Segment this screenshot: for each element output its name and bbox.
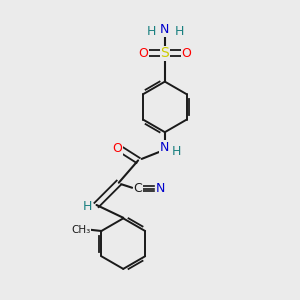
Text: CH₃: CH₃: [71, 224, 91, 235]
Text: N: N: [160, 141, 170, 154]
Text: S: S: [160, 46, 169, 60]
Text: O: O: [139, 47, 148, 60]
Text: C: C: [134, 182, 142, 195]
Text: N: N: [160, 23, 170, 36]
Text: N: N: [156, 182, 165, 195]
Text: H: H: [147, 25, 156, 38]
Text: O: O: [112, 142, 122, 155]
Text: H: H: [174, 25, 184, 38]
Text: O: O: [181, 47, 191, 60]
Text: H: H: [83, 200, 92, 213]
Text: H: H: [172, 145, 182, 158]
